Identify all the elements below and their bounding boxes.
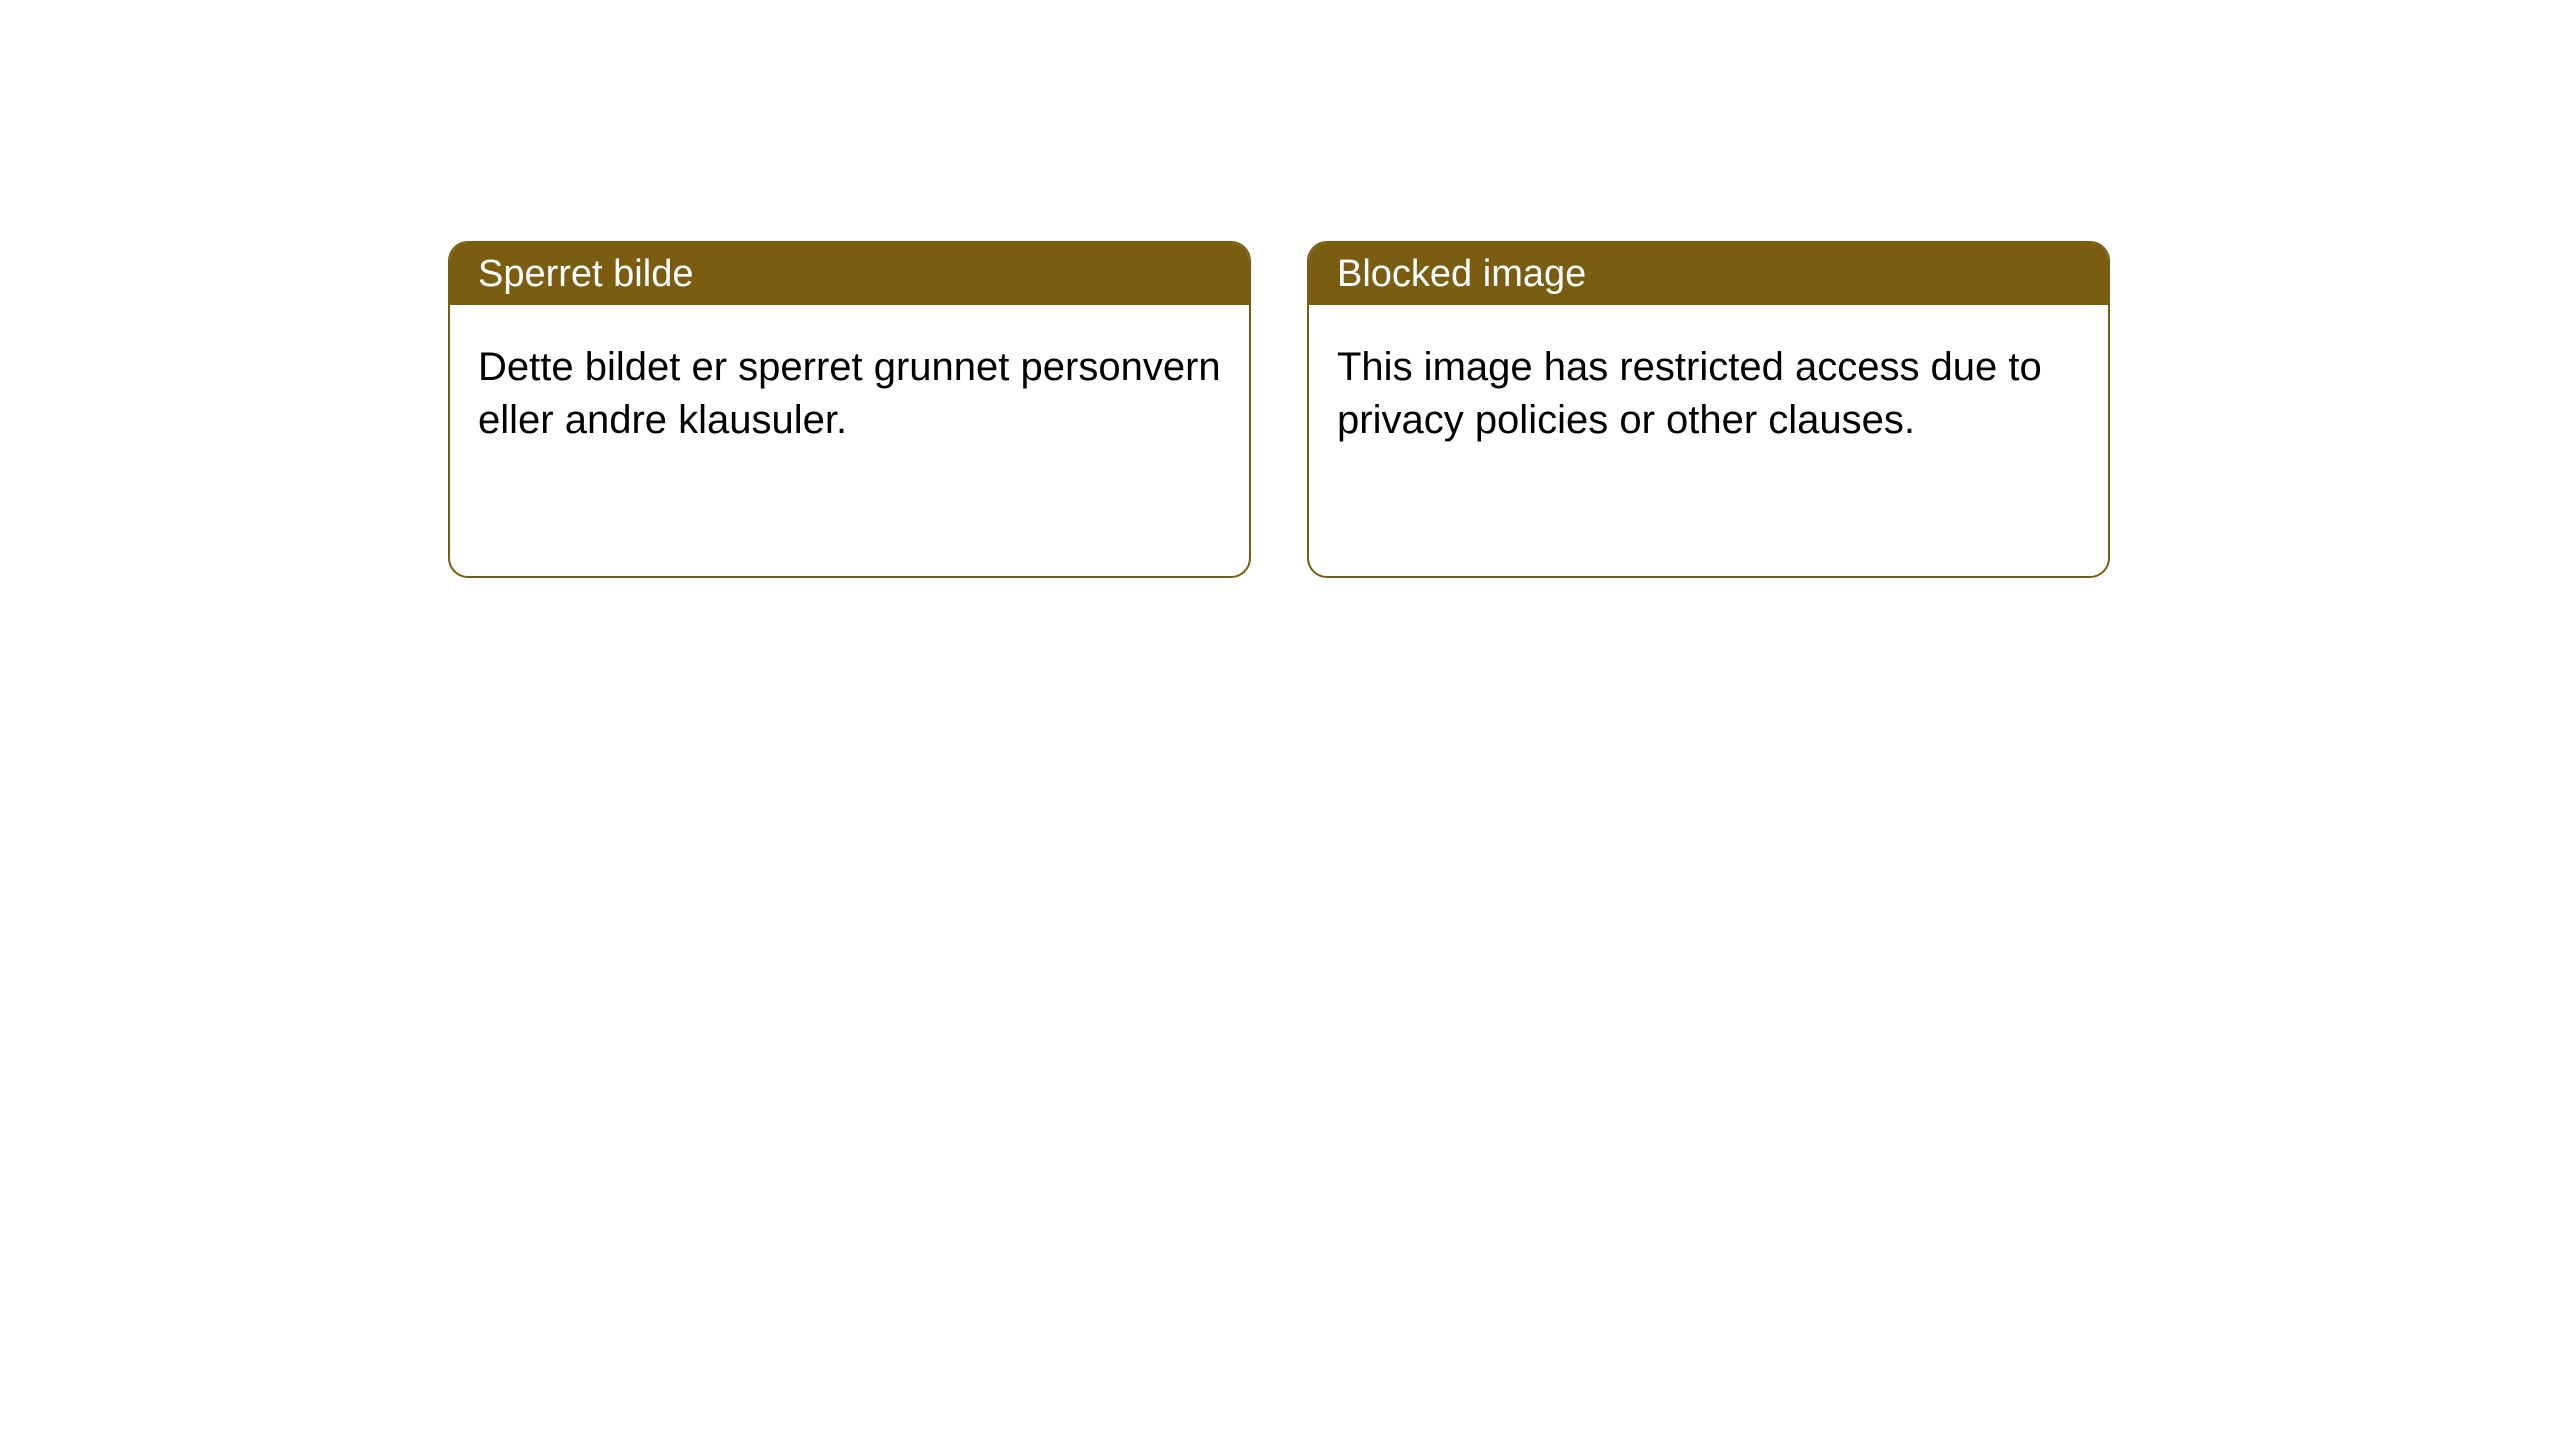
card-title: Sperret bilde xyxy=(478,253,693,296)
notice-container: Sperret bilde Dette bildet er sperret gr… xyxy=(448,241,2110,578)
card-header: Sperret bilde xyxy=(450,243,1249,305)
card-title: Blocked image xyxy=(1337,253,1586,296)
card-body-text: This image has restricted access due to … xyxy=(1337,345,2042,442)
notice-card-norwegian: Sperret bilde Dette bildet er sperret gr… xyxy=(448,241,1251,578)
notice-card-english: Blocked image This image has restricted … xyxy=(1307,241,2110,578)
card-header: Blocked image xyxy=(1309,243,2108,305)
card-body-text: Dette bildet er sperret grunnet personve… xyxy=(478,345,1221,442)
card-body: This image has restricted access due to … xyxy=(1309,305,2108,483)
card-body: Dette bildet er sperret grunnet personve… xyxy=(450,305,1249,483)
